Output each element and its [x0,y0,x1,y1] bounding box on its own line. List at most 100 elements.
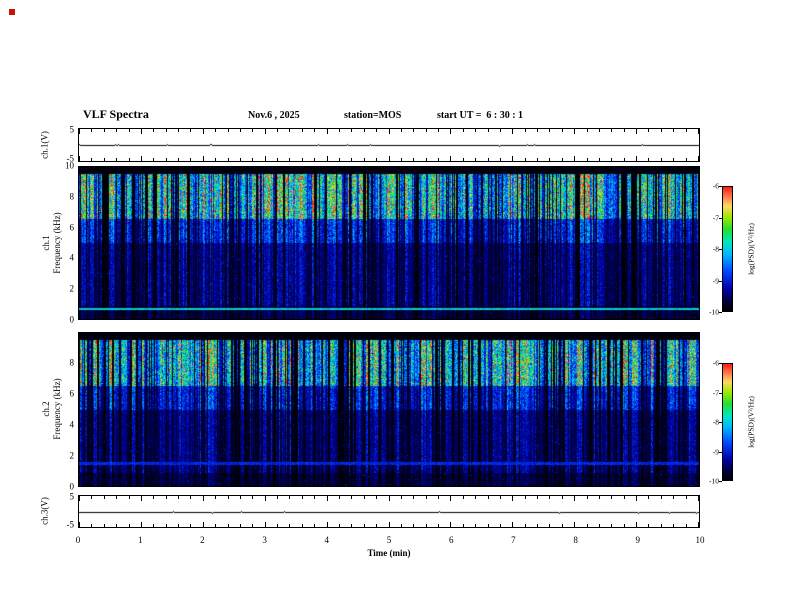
axis-tick-mark [79,129,80,134]
axis-tick-mark [698,522,699,527]
axis-tick-mark [463,496,464,499]
axis-tick-mark [314,524,315,527]
axis-tick-mark [153,129,154,132]
axis-tick-mark [79,496,80,501]
axis-tick-mark [327,156,328,161]
axis-tick-mark [166,524,167,527]
axis-tick-mark [537,158,538,161]
axis-tick-mark [339,158,340,161]
axis-tick-mark [141,522,142,527]
axis-tick-mark [661,158,662,161]
axis-tick-mark [512,129,513,134]
axis-tick-mark [450,156,451,161]
axis-tick-mark [611,496,612,499]
axis-tick-mark [79,522,80,527]
axis-tick-mark [91,129,92,132]
axis-tick-mark [648,129,649,132]
axis-tick-mark [389,496,390,501]
time-tick-label: 9 [635,535,641,545]
axis-tick-mark [364,158,365,161]
axis-tick-mark [611,129,612,132]
time-axis-label: Time (min) [367,548,411,558]
axis-tick-mark [289,129,290,132]
axis-tick-mark [438,496,439,499]
axis-tick-mark [277,524,278,527]
axis-tick-mark [450,129,451,134]
axis-tick-mark [339,129,340,132]
colorbar-tick-mark [719,312,722,313]
axis-tick-mark [91,158,92,161]
colorbar-2 [722,363,733,481]
axis-tick-mark [401,158,402,161]
axis-tick-mark [574,496,575,501]
axis-tick-mark [327,522,328,527]
axis-tick-mark [129,496,130,499]
colorbar-tick-label: -7 [712,212,719,222]
axis-tick-mark [116,524,117,527]
axis-tick-mark [401,129,402,132]
red-indicator-dot [9,9,15,15]
axis-tick-mark [153,158,154,161]
axis-tick-mark [228,496,229,499]
axis-tick-mark [364,496,365,499]
axis-tick-mark [426,158,427,161]
colorbar-1-gradient [723,187,732,311]
axis-tick-mark [302,496,303,499]
ch3-waveform-plot [79,496,699,527]
axis-tick-mark [203,156,204,161]
axis-tick-mark [686,129,687,132]
time-tick-label: 0 [75,535,81,545]
time-tick-label: 4 [324,535,330,545]
colorbar-tick-label: -7 [712,387,719,397]
axis-tick-mark [450,496,451,501]
axis-tick-mark [351,496,352,499]
axis-tick-mark [104,158,105,161]
time-tick-label: 5 [386,535,392,545]
colorbar-tick-label: -8 [712,244,719,254]
axis-tick-mark [129,524,130,527]
axis-tick-mark [438,158,439,161]
colorbar-tick-label: -6 [712,181,719,191]
axis-tick-mark [698,129,699,134]
axis-tick-mark [549,129,550,132]
axis-tick-mark [265,156,266,161]
axis-tick-mark [698,156,699,161]
ch1-spectrogram-panel [78,166,700,320]
axis-tick-mark [339,524,340,527]
axis-tick-mark [525,129,526,132]
axis-tick-mark [686,496,687,499]
colorbar-tick-mark [719,452,722,453]
axis-tick-mark [475,524,476,527]
axis-tick-mark [624,158,625,161]
axis-tick-mark [500,129,501,132]
axis-tick-mark [587,496,588,499]
axis-tick-mark [141,129,142,134]
axis-tick-mark [648,158,649,161]
axis-tick-mark [240,496,241,499]
axis-tick-mark [376,496,377,499]
axis-tick-mark [240,524,241,527]
axis-tick-mark [587,158,588,161]
axis-tick-mark [190,524,191,527]
time-tick-label: 7 [511,535,516,545]
axis-tick-mark [265,522,266,527]
axis-tick-mark [376,129,377,132]
colorbar-tick-label: -6 [712,358,719,368]
axis-tick-mark [166,158,167,161]
axis-tick-mark [488,158,489,161]
axis-tick-mark [401,524,402,527]
axis-tick-mark [376,158,377,161]
freq-tick-label: 6 [69,388,75,399]
freq-tick-label: 8 [69,357,75,368]
axis-tick-mark [562,524,563,527]
axis-tick-mark [327,496,328,501]
axis-tick-mark [129,158,130,161]
axis-tick-mark [240,158,241,161]
ch3-wave-ytick-min: -5 [66,519,75,530]
axis-tick-mark [351,129,352,132]
axis-tick-mark [661,496,662,499]
axis-tick-mark [574,156,575,161]
axis-tick-mark [351,524,352,527]
axis-tick-mark [91,524,92,527]
ch1-wave-ytick-min: -5 [66,153,75,164]
